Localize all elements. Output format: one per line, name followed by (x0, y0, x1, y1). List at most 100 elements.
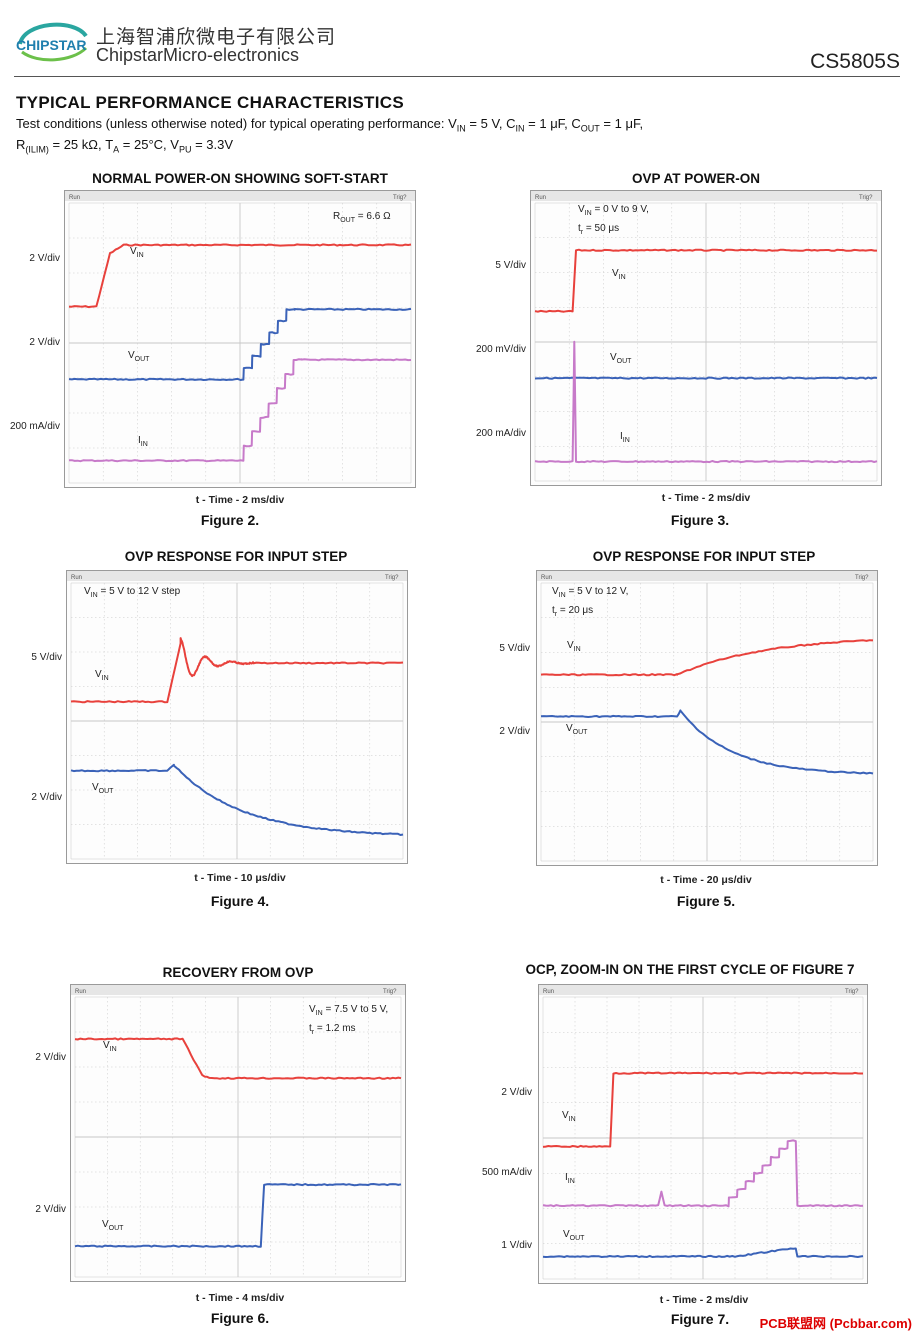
figure-zoom-vin-trace (542, 1071, 863, 1148)
figure-6-vout-trace (74, 1183, 402, 1248)
figure-5-annotation: VIN = 5 V to 12 V, tr = 20 μs (552, 586, 629, 618)
figure-5-plot: Run Trig? (537, 571, 877, 862)
figure-4-title: OVP RESPONSE FOR INPUT STEP (124, 549, 348, 564)
figure-2-title: NORMAL POWER-ON SHOWING SOFT-START (92, 171, 388, 186)
figure-5-scope: Run Trig? (536, 570, 878, 866)
figure-2-scale-1: 2 V/div (29, 253, 60, 264)
figure-4-scope: Run Trig? (66, 570, 408, 864)
figure-4-vin-trace (70, 637, 404, 704)
section-title: TYPICAL PERFORMANCE CHARACTERISTICS (16, 93, 404, 112)
logo-text: CHIPSTAR (16, 37, 87, 53)
figure-4-vin-label: VIN (95, 669, 109, 682)
figure-2-trig-indicator: Trig? (393, 195, 407, 201)
figure-4-status-bar (67, 571, 407, 581)
figure-4-vout-label: VOUT (92, 782, 114, 795)
company-name-cn: 上海智浦欣微电子有限公司 (96, 27, 337, 48)
figure-6-run-indicator: Run (75, 989, 86, 995)
figure-4-run-indicator: Run (71, 575, 82, 581)
figure-zoom-scale-1: 2 V/div (501, 1087, 532, 1098)
figure-3-scale-3: 200 mA/div (475, 428, 526, 439)
test-conditions: Test conditions (unless otherwise noted)… (16, 116, 644, 155)
figure-3-status-bar (531, 191, 881, 201)
figure-3-vin-label: VIN (612, 268, 626, 281)
figure-5-vout-label: VOUT (566, 723, 588, 736)
figure-6-scale-1: 2 V/div (35, 1052, 66, 1063)
figure-2-vout-label: VOUT (128, 350, 150, 363)
figure-5-vin-label: VIN (567, 640, 581, 653)
figure-zoom-scale-3: 1 V/div (501, 1240, 532, 1251)
figure-3-annotation: VIN = 0 V to 9 V, tr = 50 μs (578, 204, 649, 236)
figure-zoom-scope: Run Trig? (538, 984, 868, 1284)
figure-zoom-number: Figure 7. (670, 1311, 730, 1327)
chipstar-logo: CHIPSTAR (16, 22, 88, 62)
figure-zoom-vout-trace (542, 1247, 864, 1258)
figure-4-trig-indicator: Trig? (385, 575, 399, 581)
header-divider (14, 76, 900, 77)
figure-3-time-label: t - Time - 2 ms/div (661, 492, 751, 504)
figure-6-annotation: VIN = 7.5 V to 5 V, tr = 1.2 ms (309, 1004, 389, 1036)
figure-3-vin-trace (534, 248, 877, 313)
figure-6-vout-label: VOUT (102, 1219, 124, 1232)
figure-5-time-label: t - Time - 20 μs/div (660, 874, 752, 886)
figure-zoom-time-label: t - Time - 2 ms/div (659, 1294, 749, 1306)
figure-3-plot: Run Trig? (531, 191, 881, 482)
figure-4-time-label: t - Time - 10 μs/div (194, 872, 286, 884)
figure-2-annotation: ROUT = 6.6 Ω (333, 211, 391, 224)
figure-2-scope: Run Trig? (64, 190, 416, 488)
figure-2-iin-label: IIN (138, 435, 148, 448)
figure-2-plot: Run Trig? (65, 191, 415, 484)
figure-6-status-bar (71, 985, 405, 995)
figure-5-vin-trace (540, 639, 874, 677)
figure-3-number: Figure 3. (670, 512, 730, 528)
figure-zoom-title: OCP, ZOOM-IN ON THE FIRST CYCLE OF FIGUR… (525, 962, 855, 977)
figure-3-scope: Run Trig? (530, 190, 882, 486)
figure-6-title: RECOVERY FROM OVP (162, 965, 314, 980)
figure-2-run-indicator: Run (69, 195, 80, 201)
figure-3-iin-label: IIN (620, 431, 630, 444)
figure-4-scale-2: 2 V/div (31, 792, 62, 803)
figure-2-vin-trace (68, 243, 412, 309)
figure-5-vout-trace (540, 709, 874, 775)
page-header: CHIPSTAR 上海智浦欣微电子有限公司 ChipstarMicro-elec… (0, 0, 914, 80)
figure-6-plot: Run Trig? (71, 985, 405, 1278)
figure-3-vout-trace (534, 376, 878, 380)
site-watermark: PCB联盟网 (Pcbbar.com) (759, 1316, 912, 1331)
figure-4-number: Figure 4. (210, 893, 270, 909)
figure-zoom-run-indicator: Run (543, 989, 554, 995)
figure-6-scale-2: 2 V/div (35, 1204, 66, 1215)
figure-zoom-vin-label: VIN (562, 1110, 576, 1123)
figure-4-plot: Run Trig? (67, 571, 407, 860)
figure-6-scope: Run Trig? (70, 984, 406, 1282)
figure-3-title: OVP AT POWER-ON (631, 171, 760, 186)
figure-2-scale-2: 2 V/div (29, 337, 60, 348)
figure-5-run-indicator: Run (541, 575, 552, 581)
figure-3-trig-indicator: Trig? (859, 195, 873, 201)
figure-5-status-bar (537, 571, 877, 581)
figure-5-title: OVP RESPONSE FOR INPUT STEP (592, 549, 816, 564)
figure-2-status-bar (65, 191, 415, 201)
figure-zoom-iin-label: IIN (565, 1172, 575, 1185)
figure-5-scale-1: 5 V/div (499, 643, 530, 654)
figure-4-vout-trace (70, 763, 404, 836)
company-name-en: ChipstarMicro-electronics (96, 45, 300, 65)
figure-zoom-status-bar (539, 985, 867, 995)
figure-2-vin-label: VIN (130, 246, 144, 259)
figure-zoom-trig-indicator: Trig? (845, 989, 859, 995)
figure-3-run-indicator: Run (535, 195, 546, 201)
part-number: CS5805S (810, 50, 900, 73)
figure-4-annotation: VIN = 5 V to 12 V step (84, 586, 181, 599)
figure-6-vin-label: VIN (103, 1040, 117, 1053)
figure-2-vout-trace (68, 307, 412, 381)
figure-5-number: Figure 5. (676, 893, 736, 909)
figure-2-iin-trace (68, 358, 412, 463)
figure-zoom-plot: Run Trig? (539, 985, 867, 1280)
figure-3-scale-2: 200 mV/div (475, 344, 526, 355)
figure-6-vin-trace (74, 1037, 402, 1080)
figure-3-vout-label: VOUT (610, 352, 632, 365)
figure-6-trig-indicator: Trig? (383, 989, 397, 995)
figure-zoom-scale-2: 500 mA/div (481, 1167, 532, 1178)
figure-5-scale-2: 2 V/div (499, 726, 530, 737)
figure-5-trig-indicator: Trig? (855, 575, 869, 581)
figure-3-scale-1: 5 V/div (495, 260, 526, 271)
figure-2-time-label: t - Time - 2 ms/div (195, 494, 285, 506)
